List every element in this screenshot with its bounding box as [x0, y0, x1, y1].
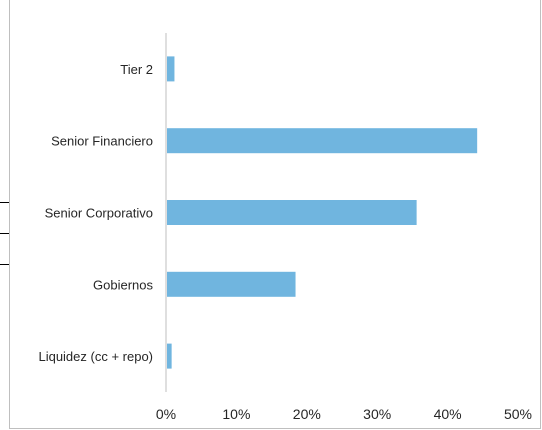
category-labels: Tier 2 Senior Financiero Senior Corporativ… — [38, 62, 153, 364]
bar — [167, 128, 478, 154]
category-label: Tier 2 — [120, 62, 153, 77]
edge-mark — [0, 202, 9, 203]
bar — [167, 343, 172, 369]
category-label: Liquidez (cc + repo) — [38, 349, 153, 364]
category-label: Gobiernos — [93, 277, 153, 292]
x-tick-label: 0% — [156, 406, 176, 422]
x-tick-label: 10% — [222, 406, 250, 422]
category-label: Senior Financiero — [51, 134, 153, 149]
x-tick-label: 50% — [504, 406, 532, 422]
bar — [167, 56, 175, 82]
x-tick-label: 20% — [293, 406, 321, 422]
bar — [167, 200, 417, 225]
category-label: Senior Corporativo — [45, 206, 153, 221]
bar — [167, 271, 296, 297]
x-tick-labels: 0% 10% 20% 30% 40% 50% — [156, 406, 532, 422]
x-tick-label: 30% — [363, 406, 391, 422]
bars-group — [167, 56, 478, 369]
edge-mark — [0, 264, 9, 265]
edge-mark — [0, 233, 9, 234]
x-tick-label: 40% — [434, 406, 462, 422]
chart-frame — [9, 0, 541, 429]
